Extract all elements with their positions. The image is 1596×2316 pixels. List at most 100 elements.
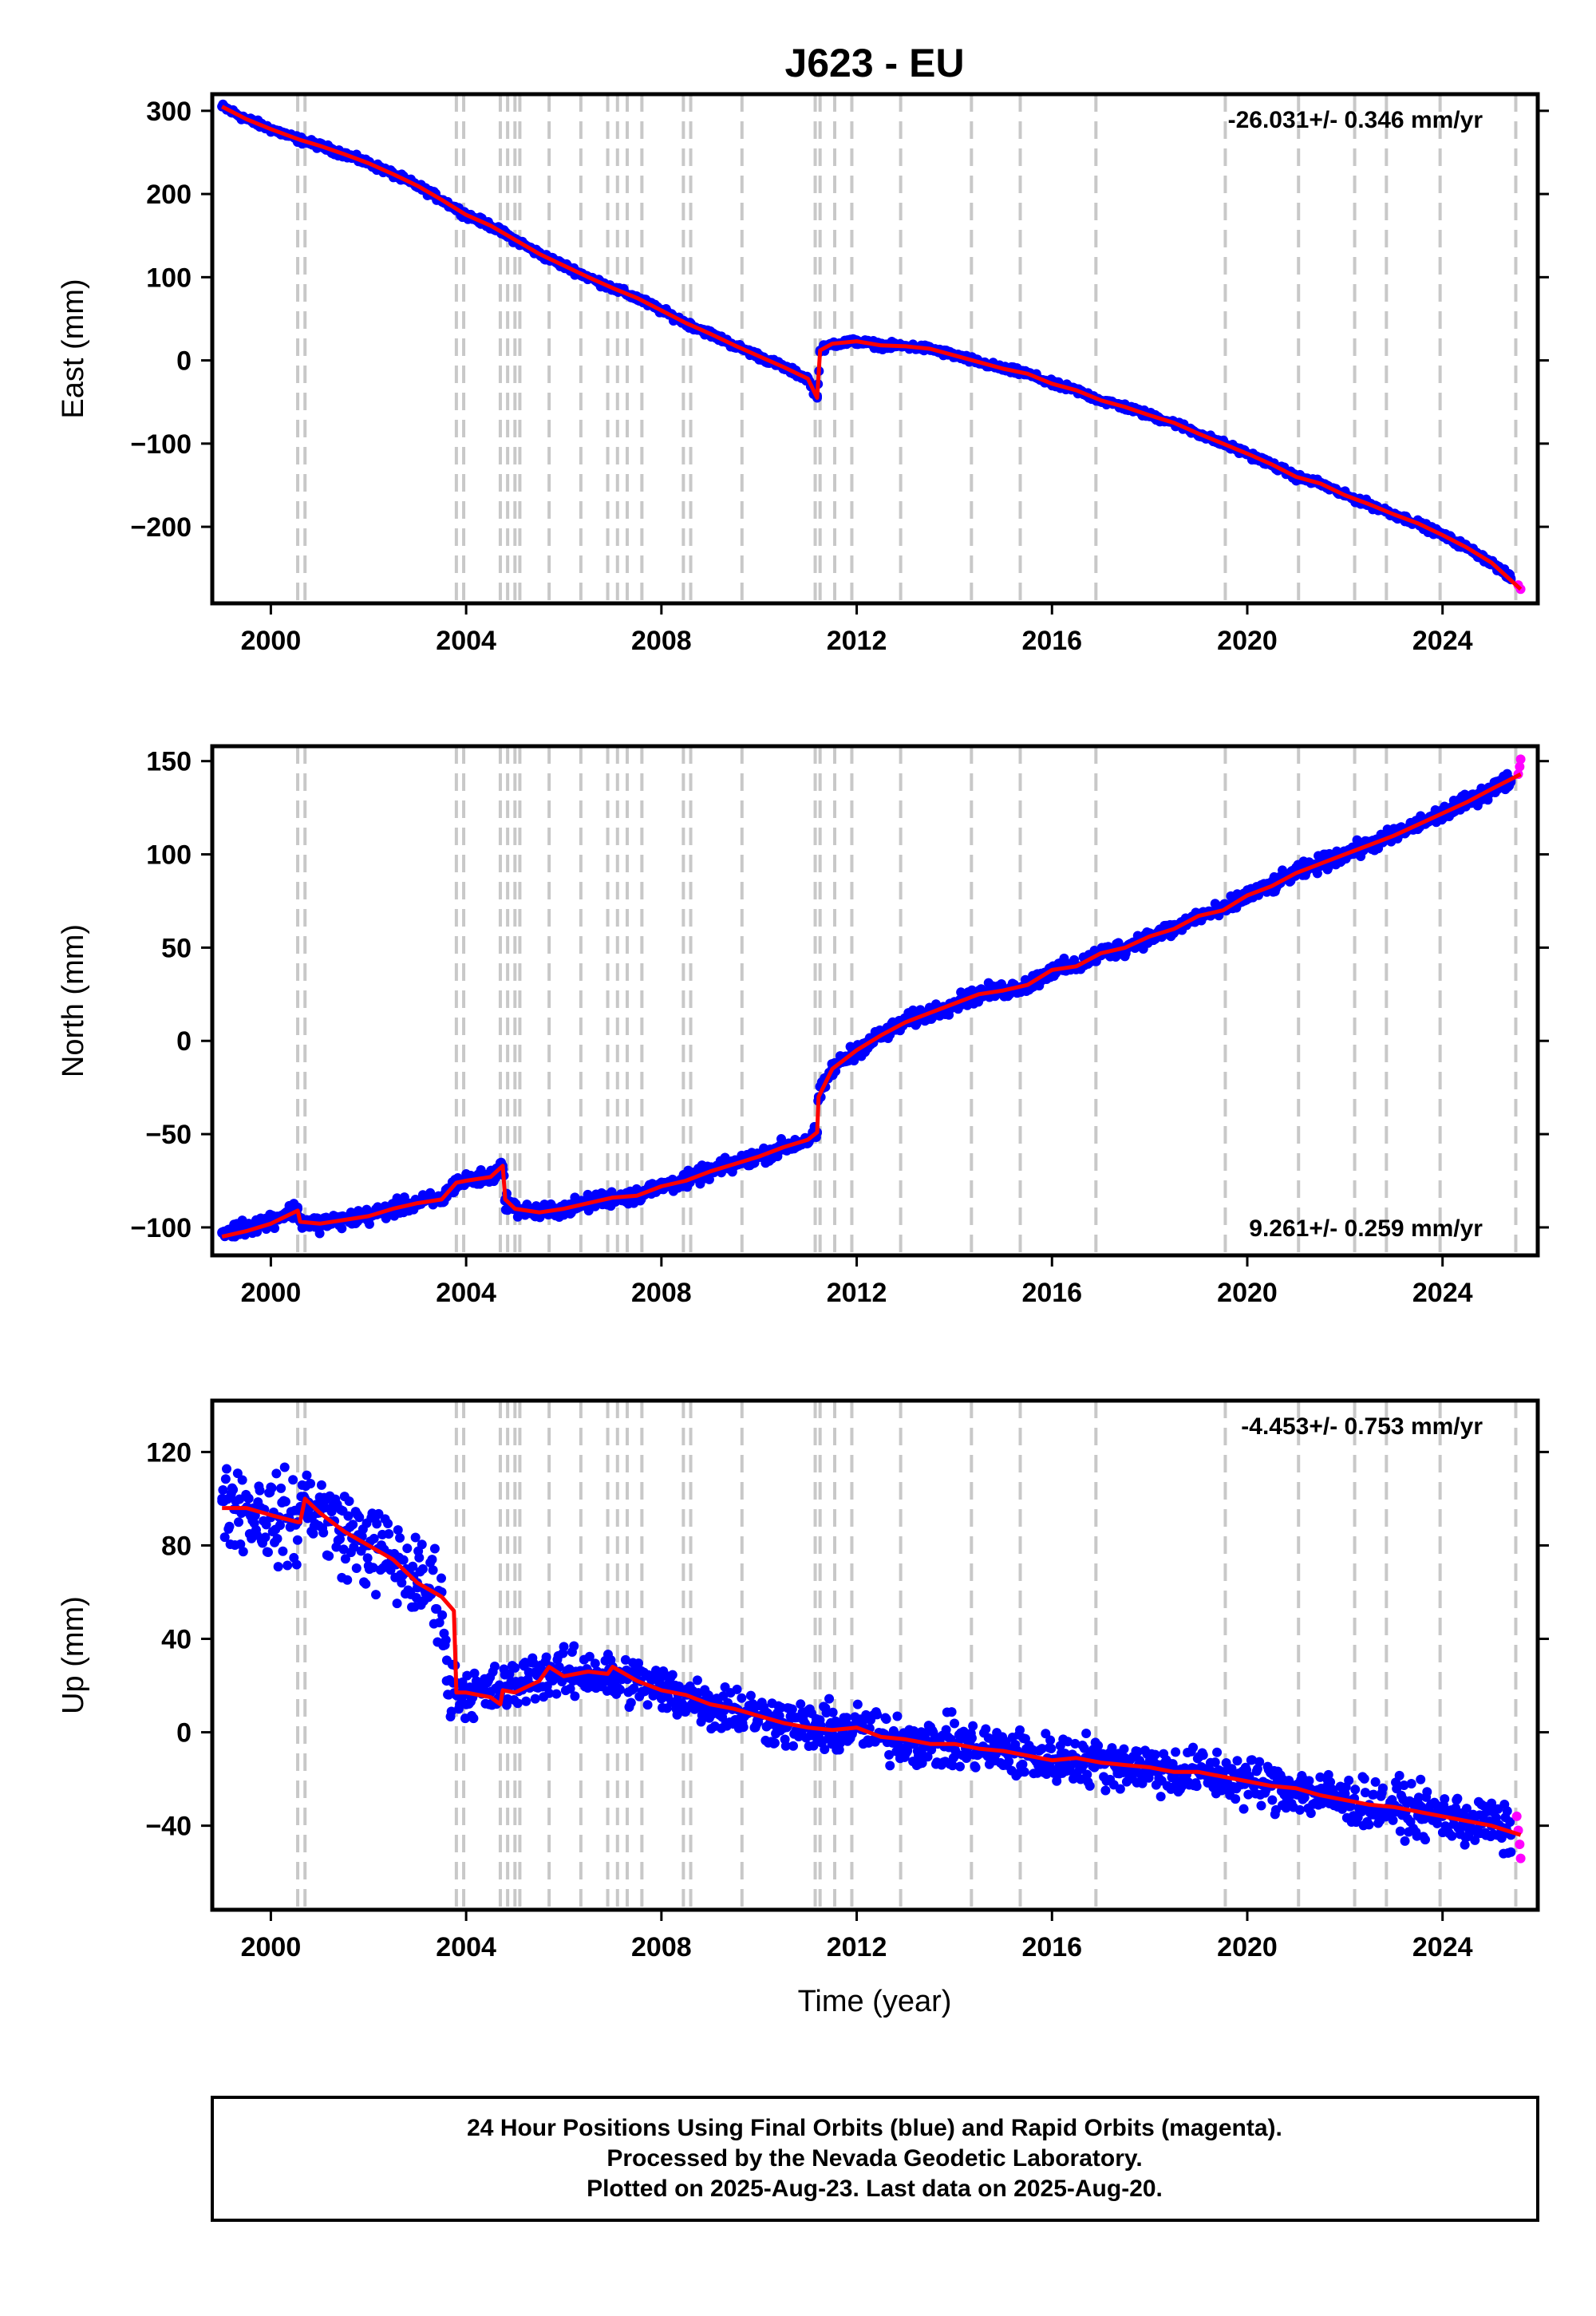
final-orbits-point [280,1496,290,1507]
y-tick-label: −40 [145,1812,192,1842]
x-tick-label: 2008 [631,626,692,656]
final-orbits-point [392,1599,402,1609]
final-orbits-point [1377,1783,1388,1793]
x-tick-label: 2024 [1412,1932,1473,1962]
final-orbits-point [892,1711,903,1721]
y-tick-label: 50 [161,933,192,963]
final-orbits-point [512,1698,523,1709]
final-orbits-point [541,1652,551,1662]
final-orbits-point [1294,1804,1305,1815]
final-orbits-point [384,1528,394,1539]
final-orbits-point [1191,1781,1202,1792]
final-orbits-point [1115,1784,1125,1794]
y-tick-label: 300 [146,97,192,127]
final-orbits-point [1364,1820,1374,1830]
y-tick-label: 100 [146,263,192,293]
final-orbits-point [337,1223,347,1234]
final-orbits-point [1045,1735,1056,1745]
final-orbits-point [569,1641,579,1651]
final-orbits-point [667,1670,678,1680]
final-orbits-point [1231,1794,1241,1804]
final-orbits-point [787,1704,797,1714]
x-tick-label: 2000 [241,1932,302,1962]
final-orbits-point [1370,1777,1381,1787]
y-axis-label: East (mm) [57,279,90,418]
y-tick-label: −200 [130,512,192,543]
final-orbits-point [437,1573,447,1583]
final-orbits-point [429,1543,440,1554]
y-tick-label: −100 [130,1213,192,1243]
final-orbits-point [1015,1725,1025,1735]
final-orbits-point [238,1547,248,1557]
plot-frame [210,1398,1540,1912]
final-orbits-point [348,1520,358,1530]
y-tick-label: −50 [145,1120,192,1150]
x-tick-label: 2012 [827,1278,887,1308]
final-orbits-point [1156,1792,1166,1802]
y-tick-label: 200 [146,180,192,210]
final-orbits-point [267,1483,277,1493]
final-orbits-point [417,1564,428,1575]
final-orbits-point [414,1552,425,1563]
model-line [221,772,1522,1239]
final-orbits-point [1359,1773,1369,1784]
final-orbits-point [1046,1743,1057,1753]
x-tick-label: 2012 [827,626,887,656]
caption-line-1: 24 Hour Positions Using Final Orbits (bl… [467,2115,1282,2141]
x-tick-label: 2020 [1217,1278,1278,1308]
final-orbits-point [371,1590,381,1600]
final-orbits-point [1212,1747,1223,1757]
final-orbits-point [1447,1831,1457,1841]
final-orbits-point [966,1733,977,1743]
final-orbits-point [642,1700,653,1710]
model-line [221,105,1523,591]
final-orbits-point [272,1533,282,1543]
final-orbits-point [468,1713,479,1724]
final-orbits-point [1256,1800,1266,1811]
x-tick-label: 2008 [631,1278,692,1308]
final-orbits-point [255,1485,265,1496]
x-tick-label: 2016 [1021,626,1082,656]
final-orbits-point [852,1699,863,1709]
final-orbits-point [737,1693,747,1703]
final-orbits-point [335,1534,346,1544]
y-tick-label: 150 [146,747,192,777]
final-orbits-point [278,1546,288,1556]
final-orbits-point [1350,1784,1361,1795]
final-orbits-point [364,1219,374,1229]
final-orbits-point [1422,1787,1432,1797]
final-orbits-series [217,1462,1516,1859]
final-orbits-point [237,1475,247,1485]
chart-title: J623 - EU [784,41,964,85]
rate-label: -4.453+/- 0.753 mm/yr [1241,1413,1483,1440]
final-orbits-point [570,1691,580,1701]
final-orbits-point [369,1533,379,1543]
x-tick-label: 2024 [1412,626,1473,656]
final-orbits-point [291,1559,302,1570]
final-orbits-point [551,1689,562,1699]
final-orbits-point [692,1675,702,1686]
y-tick-label: 100 [146,840,192,871]
x-tick-label: 2020 [1217,626,1278,656]
final-orbits-point [344,1496,354,1506]
final-orbits-point [1004,1757,1014,1767]
final-orbits-point [1100,1785,1111,1796]
x-tick-label: 2024 [1412,1278,1473,1308]
final-orbits-point [395,1533,405,1543]
final-orbits-point [351,1563,361,1574]
final-orbits-point [1267,1795,1278,1805]
x-tick-label: 2008 [631,1932,692,1962]
final-orbits-point [1254,1757,1265,1767]
final-orbits-point [306,1478,316,1488]
final-orbits-point [626,1697,636,1708]
final-orbits-point [1232,1756,1242,1766]
final-orbits-point [1171,1747,1181,1757]
final-orbits-point [224,1521,235,1531]
final-orbits-point [228,1484,239,1495]
final-orbits-point [282,1560,293,1571]
final-orbits-point [946,1707,957,1717]
y-tick-label: 40 [161,1625,192,1655]
final-orbits-point [981,1724,991,1734]
x-tick-label: 2004 [436,1278,496,1308]
final-orbits-point [510,1662,520,1673]
